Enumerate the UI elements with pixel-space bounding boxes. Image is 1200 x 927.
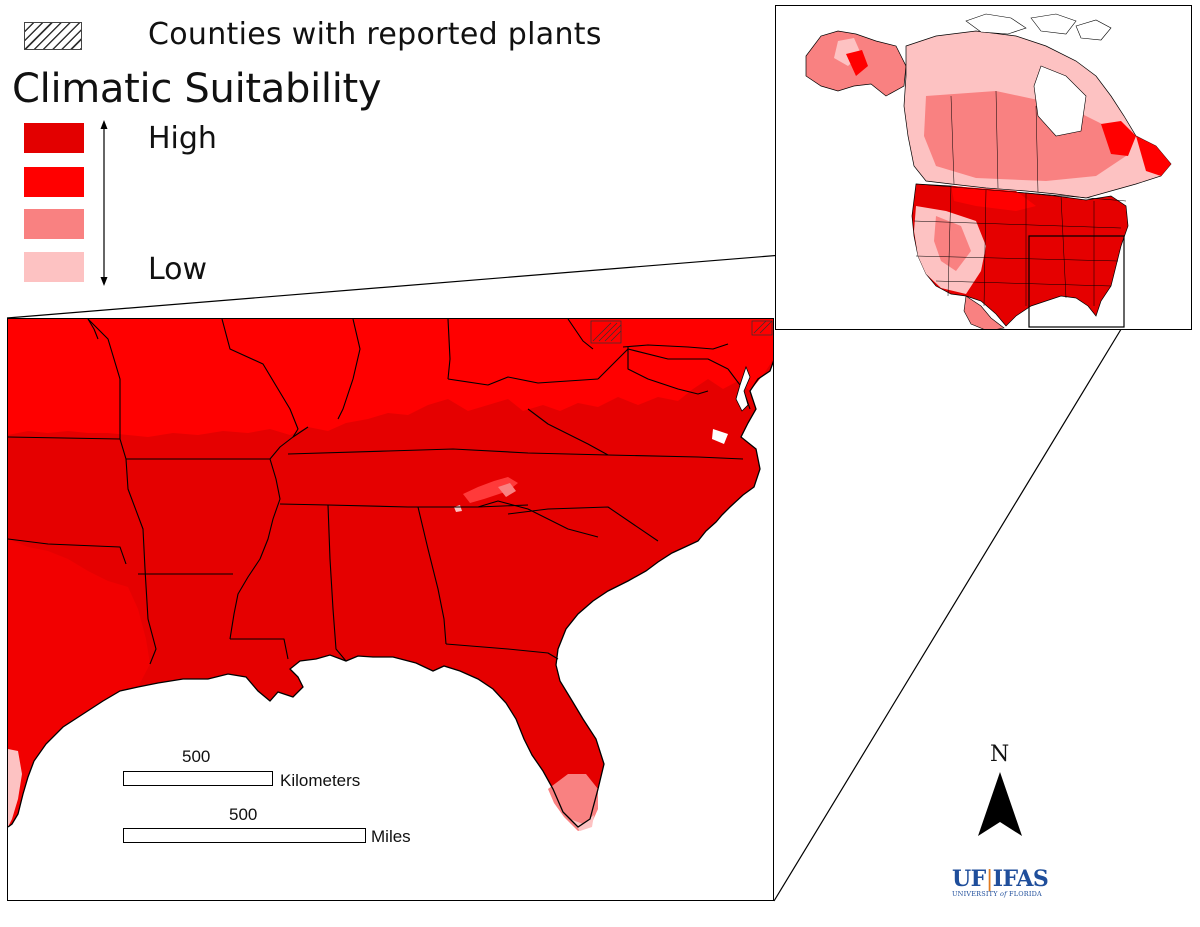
legend-low-label: Low [148,252,208,287]
legend-swatch-low [24,209,84,239]
zone-high-west [8,539,150,827]
scale-mi-value: 500 [229,805,258,824]
legend-title: Climatic Suitability [12,66,382,112]
scale-bar-km [123,771,273,786]
hatch-legend-label: Counties with reported plants [148,17,602,52]
gulf-coastline [8,360,773,828]
hatch-swatch [24,22,82,50]
logo-sub-of: of [999,890,1007,898]
land-southeast [8,319,773,827]
north-arrow-icon [978,772,1022,836]
inset-map-svg [805,13,1172,329]
legend-swatch-high [24,167,84,197]
ufifas-logo: UF|IFAS UNIVERSITY of FLORIDA [952,866,1052,906]
zone-high-north [8,319,773,437]
logo-subtitle: UNIVERSITY of FLORIDA [952,890,1052,898]
logo-uf: UF [952,866,986,892]
inset-extent-box [1028,235,1125,328]
legend-swatch-lowest [24,252,84,282]
hatched-counties [590,320,773,344]
main-map-southeast-us: 500 Kilometers 500 Miles [7,318,774,901]
scale-mi-unit: Miles [371,827,411,846]
zone-low-florida [548,774,598,831]
legend-high-label: High [148,121,217,156]
state-borders [8,319,751,665]
inset-map-north-america [775,5,1192,330]
scale-bar-mi [123,828,366,843]
logo-sub-suffix: FLORIDA [1006,890,1042,898]
logo-ifas: IFAS [992,866,1049,892]
logo-wordmark: UF|IFAS [952,866,1052,892]
main-map-svg [8,319,773,900]
legend-swatch-highest [24,123,84,153]
logo-separator: | [985,867,993,892]
north-label: N [990,742,1010,767]
zone-low-appalachian [463,477,518,503]
scale-km-value: 500 [182,747,211,766]
logo-sub-prefix: UNIVERSITY [952,890,1000,898]
scale-km-unit: Kilometers [280,771,361,790]
legend-double-arrow-icon [100,120,108,286]
